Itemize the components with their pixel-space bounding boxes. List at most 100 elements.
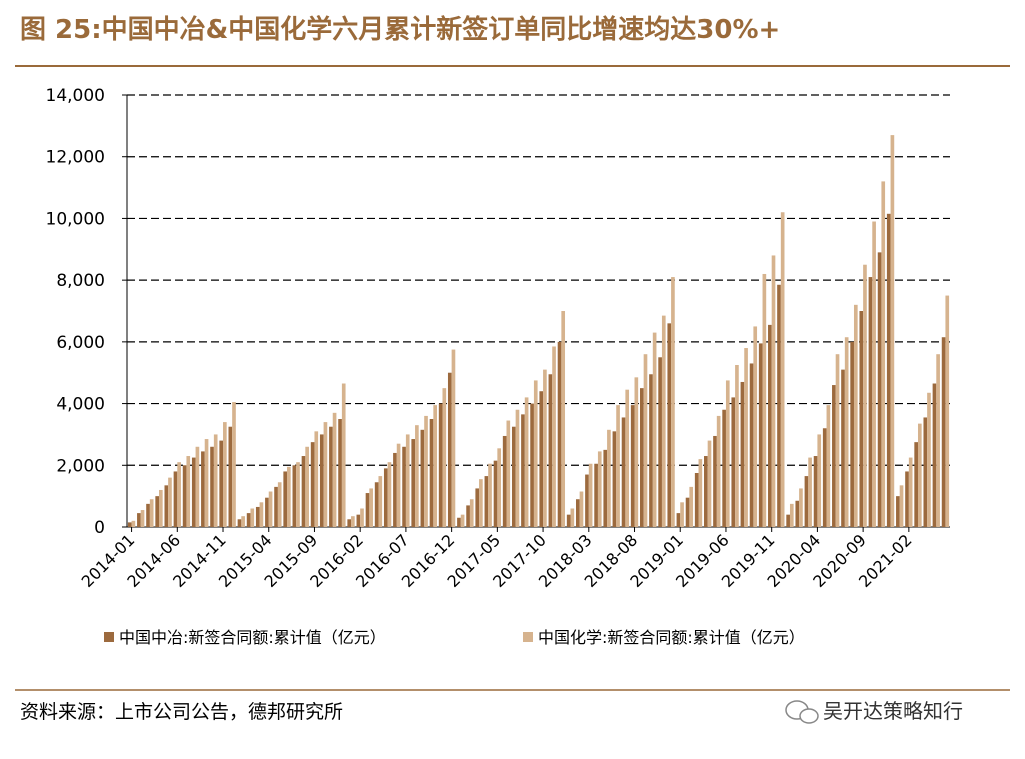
bar <box>863 264 867 527</box>
bar <box>159 489 163 527</box>
bar <box>223 422 227 527</box>
bar <box>927 392 931 527</box>
bar <box>149 499 154 527</box>
bar <box>826 405 831 527</box>
bar <box>570 508 575 527</box>
bar <box>890 135 895 527</box>
bar <box>219 440 224 527</box>
bar <box>612 431 617 527</box>
bar <box>817 434 822 527</box>
bar <box>850 341 854 527</box>
bar <box>813 456 818 527</box>
bar <box>301 456 306 527</box>
bar <box>393 452 397 527</box>
bar <box>204 439 209 527</box>
bar <box>621 417 626 527</box>
bar <box>332 412 337 527</box>
bar <box>201 451 205 527</box>
bar <box>502 435 507 527</box>
bar <box>768 324 772 527</box>
bar <box>232 402 236 527</box>
chart-title: 图 25:中国中冶&中国化学六月累计新签订单同比增速均达30%+ <box>20 14 780 45</box>
bar <box>707 440 712 527</box>
bar <box>131 520 136 527</box>
bar <box>704 456 708 527</box>
bar <box>521 414 525 527</box>
bar <box>579 491 584 527</box>
bar <box>822 428 827 527</box>
bar <box>259 502 264 527</box>
legend-swatch <box>523 632 533 642</box>
bar <box>177 462 181 527</box>
bar <box>575 499 580 527</box>
bar <box>832 385 836 527</box>
bar <box>649 374 653 527</box>
bar <box>351 516 355 527</box>
bar <box>515 409 520 527</box>
bar <box>314 431 319 527</box>
y-tick-label: 2,000 <box>56 456 105 476</box>
bar <box>497 448 502 527</box>
bar <box>630 405 635 527</box>
bar <box>195 446 200 527</box>
bar <box>808 457 812 527</box>
bar <box>402 446 406 527</box>
bar <box>237 519 242 527</box>
bar <box>744 348 748 527</box>
bar <box>164 485 169 527</box>
bar <box>475 488 480 527</box>
bar <box>899 485 904 527</box>
bar <box>725 380 730 527</box>
bar <box>917 423 922 527</box>
bar <box>524 397 529 527</box>
bar <box>460 514 465 527</box>
y-tick-label: 6,000 <box>56 333 105 353</box>
bar <box>795 500 800 527</box>
bar <box>246 513 251 527</box>
bar <box>173 471 178 527</box>
bar <box>191 457 196 527</box>
bar <box>341 383 346 527</box>
bar <box>484 476 489 527</box>
legend-label: 中国化学:新签合同额:累计值（亿元） <box>538 628 805 647</box>
bar <box>941 337 946 527</box>
bar <box>265 497 269 527</box>
bar <box>137 513 141 527</box>
bar <box>594 463 598 527</box>
legend-label: 中国中冶:新签合同额:累计值（亿元） <box>119 628 386 647</box>
bar <box>905 471 909 527</box>
bar <box>896 496 900 527</box>
bar <box>735 365 739 527</box>
bar <box>451 349 456 527</box>
bar <box>155 496 160 527</box>
bar <box>789 503 794 527</box>
bar <box>566 514 571 527</box>
bar <box>360 508 364 527</box>
bar <box>685 497 690 527</box>
bar <box>625 389 630 527</box>
bar <box>396 443 401 527</box>
bar <box>287 466 291 527</box>
bar <box>146 503 150 527</box>
bar <box>548 374 553 527</box>
bar <box>438 403 443 527</box>
bar <box>228 426 233 527</box>
bar <box>877 252 882 527</box>
bar <box>530 403 534 527</box>
bar <box>383 468 388 527</box>
bar <box>369 488 373 527</box>
bar <box>296 462 300 527</box>
bar <box>319 434 324 527</box>
bar <box>923 417 928 527</box>
bar <box>447 372 452 527</box>
bar <box>689 486 694 527</box>
bar <box>268 491 273 527</box>
y-tick-label: 14,000 <box>46 86 105 106</box>
bar <box>255 506 260 527</box>
bar <box>945 295 950 527</box>
bar <box>722 409 726 527</box>
legend-swatch <box>104 632 114 642</box>
bar <box>552 346 556 527</box>
y-tick-label: 12,000 <box>46 148 105 168</box>
